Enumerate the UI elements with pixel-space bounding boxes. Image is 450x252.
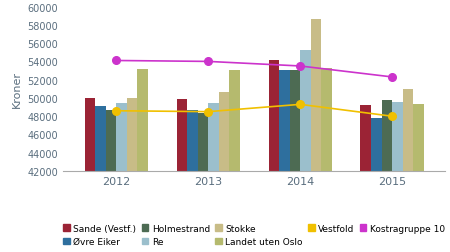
- Bar: [371, 119, 382, 252]
- Bar: [219, 92, 230, 252]
- Bar: [117, 104, 127, 252]
- Bar: [321, 69, 332, 252]
- Bar: [311, 20, 321, 252]
- Bar: [403, 89, 413, 252]
- Bar: [300, 50, 311, 252]
- Bar: [176, 100, 187, 252]
- Bar: [360, 106, 371, 252]
- Bar: [208, 104, 219, 252]
- Bar: [187, 110, 198, 252]
- Bar: [279, 70, 290, 252]
- Bar: [106, 110, 117, 252]
- Bar: [85, 99, 95, 252]
- Bar: [269, 60, 279, 252]
- Bar: [198, 113, 208, 252]
- Bar: [290, 70, 300, 252]
- Bar: [95, 107, 106, 252]
- Bar: [138, 70, 148, 252]
- Y-axis label: Kroner: Kroner: [12, 71, 22, 108]
- Bar: [127, 99, 138, 252]
- Bar: [413, 105, 424, 252]
- Bar: [392, 102, 403, 252]
- Bar: [382, 100, 392, 252]
- Bar: [230, 70, 240, 252]
- Legend: Sande (Vestf.), Øvre Eiker, Holmestrand, Re, Stokke, Landet uten Oslo, Vestfold,: Sande (Vestf.), Øvre Eiker, Holmestrand,…: [60, 220, 449, 250]
